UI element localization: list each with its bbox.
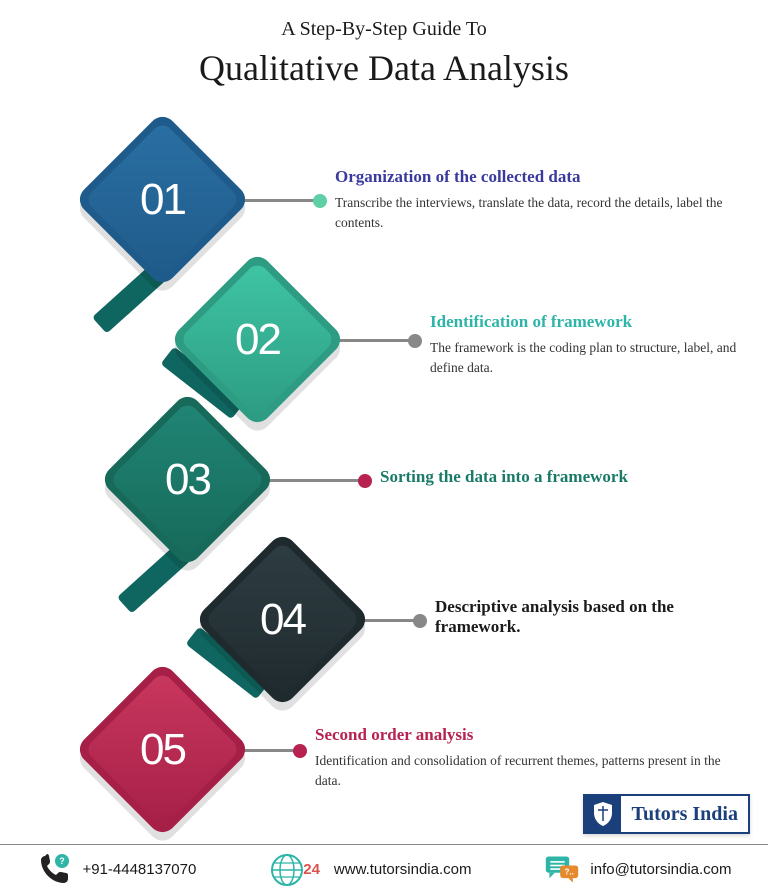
header-title: Qualitative Data Analysis — [0, 47, 768, 89]
step-number: 01 — [100, 137, 225, 262]
step-number: 02 — [195, 277, 320, 402]
footer-email: ?.. info@tutorsindia.com — [544, 852, 731, 888]
header: A Step-By-Step Guide To Qualitative Data… — [0, 0, 768, 97]
svg-text:?: ? — [60, 856, 66, 866]
step-description: The framework is the coding plan to stru… — [430, 338, 740, 377]
connector-dot — [293, 744, 307, 758]
connector-dot — [408, 334, 422, 348]
step-diamond: 02 — [195, 277, 320, 402]
chat-icon: ?.. — [544, 852, 580, 888]
step-diamond: 03 — [125, 417, 250, 542]
step-title: Second order analysis — [315, 725, 740, 745]
step-number: 05 — [100, 687, 225, 812]
step-text: Second order analysis Identification and … — [315, 725, 740, 790]
step-title: Identification of framework — [430, 312, 740, 332]
brand-badge: Tutors India — [583, 794, 750, 834]
footer: ? +91-4448137070 24 www.tutorsindia.com — [0, 844, 768, 894]
svg-text:?..: ?.. — [565, 867, 574, 876]
phone-icon: ? — [36, 852, 72, 888]
step-diamond: 05 — [100, 687, 225, 812]
brand-shield-icon — [585, 796, 621, 832]
web-badge: 24 — [303, 861, 320, 878]
header-subtitle: A Step-By-Step Guide To — [0, 18, 768, 41]
phone-text: +91-4448137070 — [82, 861, 196, 878]
step-title: Organization of the collected data — [335, 167, 740, 187]
website-text: www.tutorsindia.com — [334, 861, 472, 878]
globe-icon — [269, 852, 305, 888]
connector-dot — [313, 194, 327, 208]
step-title: Descriptive analysis based on the framew… — [435, 597, 740, 637]
step-text: Descriptive analysis based on the framew… — [435, 597, 740, 643]
steps-diagram: 01 Organization of the collected data Tran… — [0, 97, 768, 817]
step-description: Identification and consolidation of recu… — [315, 751, 740, 790]
step-number: 03 — [125, 417, 250, 542]
step-diamond: 01 — [100, 137, 225, 262]
step-diamond: 04 — [220, 557, 345, 682]
step-text: Organization of the collected data Transc… — [335, 167, 740, 232]
email-text: info@tutorsindia.com — [590, 861, 731, 878]
footer-phone: ? +91-4448137070 — [36, 852, 196, 888]
connector-dot — [413, 614, 427, 628]
step-number: 04 — [220, 557, 345, 682]
connector-dot — [358, 474, 372, 488]
brand-name: Tutors India — [621, 801, 748, 828]
step-text: Identification of framework The framework… — [430, 312, 740, 377]
step-description: Transcribe the interviews, translate the… — [335, 193, 740, 232]
footer-web: 24 www.tutorsindia.com — [269, 852, 471, 888]
step-text: Sorting the data into a framework — [380, 467, 740, 493]
step-title: Sorting the data into a framework — [380, 467, 740, 487]
